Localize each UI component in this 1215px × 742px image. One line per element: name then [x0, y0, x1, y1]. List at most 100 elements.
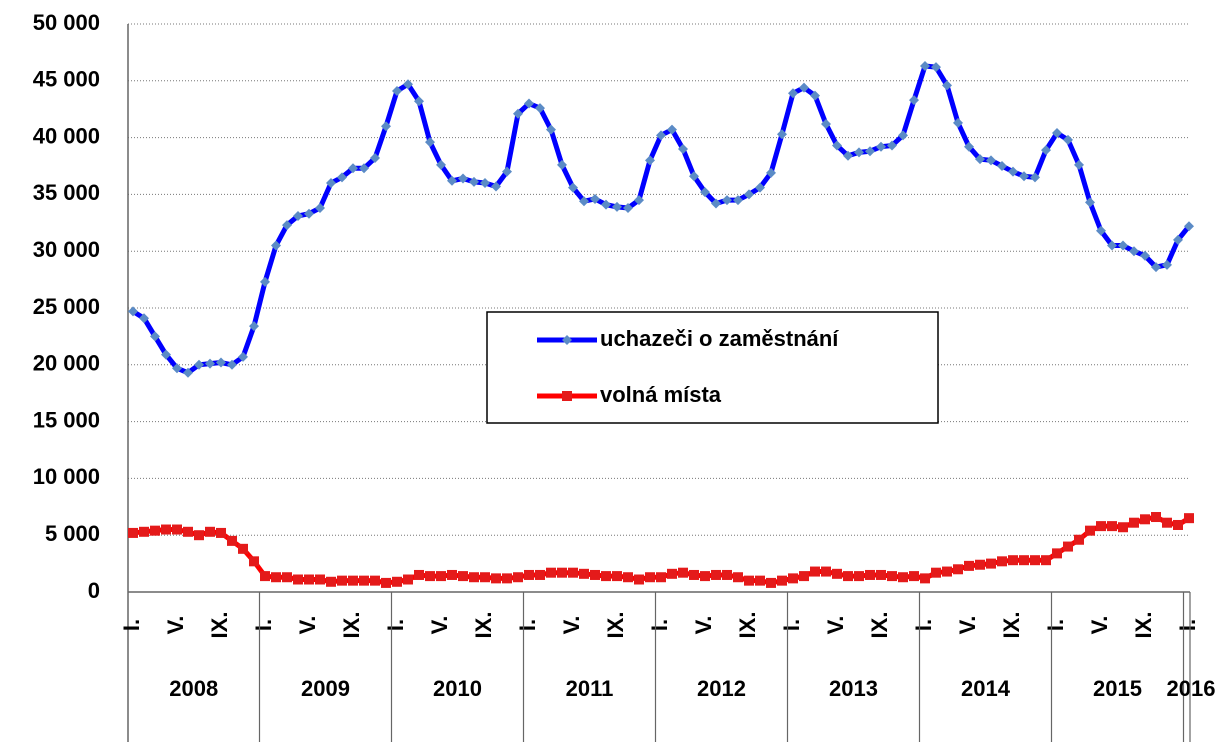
data-point	[557, 567, 567, 578]
data-point	[249, 556, 259, 567]
x-tick-label: IX.	[339, 612, 364, 639]
data-point	[513, 108, 523, 119]
data-point	[403, 79, 413, 90]
data-point	[634, 195, 644, 206]
data-point	[777, 575, 787, 586]
data-point	[139, 526, 149, 537]
data-point	[953, 564, 963, 575]
x-tick-label: V.	[295, 616, 320, 635]
data-point	[161, 349, 171, 360]
data-point	[744, 575, 754, 586]
data-point	[623, 203, 633, 214]
x-tick-label: IX.	[867, 612, 892, 639]
data-point	[678, 567, 688, 578]
data-point	[315, 203, 325, 214]
data-point	[788, 88, 798, 99]
data-point	[326, 576, 336, 587]
data-point	[1118, 522, 1128, 533]
year-label: 2013	[829, 676, 878, 701]
data-point	[689, 569, 699, 580]
data-point	[821, 566, 831, 577]
data-point	[1129, 517, 1139, 528]
data-point	[1008, 555, 1018, 566]
data-point	[898, 572, 908, 583]
data-point	[260, 276, 270, 287]
data-point	[205, 358, 215, 369]
data-point	[513, 572, 523, 583]
x-tick-label: V.	[823, 616, 848, 635]
x-tick-label: IX.	[1131, 612, 1156, 639]
data-point	[997, 161, 1007, 171]
data-point	[964, 141, 974, 152]
data-point	[733, 195, 743, 206]
data-point	[964, 560, 974, 571]
data-point	[502, 166, 512, 177]
data-point	[1096, 225, 1106, 236]
data-point	[546, 567, 556, 578]
data-point	[1063, 134, 1073, 145]
y-tick-label: 40 000	[33, 123, 100, 148]
data-point	[986, 155, 996, 166]
data-point	[1019, 555, 1029, 566]
data-point	[656, 130, 666, 141]
data-point	[975, 559, 985, 570]
data-point	[568, 182, 578, 193]
data-point	[216, 357, 226, 368]
data-point	[700, 571, 710, 582]
data-point	[1030, 555, 1040, 566]
data-point	[1118, 240, 1128, 251]
data-point	[843, 571, 853, 582]
data-point	[425, 571, 435, 582]
data-point	[1173, 519, 1183, 530]
data-point	[150, 525, 160, 536]
data-point	[931, 62, 941, 73]
data-point	[689, 171, 699, 182]
data-point	[436, 571, 446, 582]
data-point	[601, 199, 611, 210]
data-point	[1140, 514, 1150, 525]
data-point	[524, 98, 534, 109]
y-tick-label: 45 000	[33, 67, 100, 92]
data-point	[1085, 525, 1095, 536]
y-tick-label: 10 000	[33, 464, 100, 489]
data-point	[172, 524, 182, 535]
data-point	[139, 313, 149, 324]
x-tick-label: V.	[1087, 616, 1112, 635]
y-tick-label: 25 000	[33, 294, 100, 319]
data-point	[865, 146, 875, 157]
data-point	[1041, 145, 1051, 156]
data-point	[876, 141, 886, 152]
data-point	[909, 95, 919, 106]
year-label: 2011	[566, 676, 614, 701]
data-point	[480, 178, 490, 189]
legend-marker	[562, 391, 572, 401]
data-point	[854, 571, 864, 582]
data-point	[711, 569, 721, 580]
data-point	[172, 363, 182, 374]
data-point	[1052, 548, 1062, 559]
data-point	[348, 163, 358, 174]
data-point	[392, 86, 402, 97]
data-point	[1096, 521, 1106, 532]
data-point	[370, 153, 380, 164]
y-tick-label: 30 000	[33, 237, 100, 262]
y-tick-label: 50 000	[33, 10, 100, 35]
data-point	[997, 556, 1007, 567]
data-point	[579, 568, 589, 579]
data-point	[447, 175, 457, 186]
year-label: 2009	[301, 676, 350, 701]
data-point	[150, 331, 160, 342]
data-point	[777, 129, 787, 140]
data-point	[810, 566, 820, 577]
data-point	[260, 571, 270, 582]
x-tick-label: V.	[559, 616, 584, 635]
data-point	[656, 572, 666, 583]
data-point	[271, 572, 281, 583]
data-point	[128, 306, 138, 317]
x-tick-label: I.	[779, 619, 804, 631]
data-point	[315, 574, 325, 585]
year-label: 2016	[1167, 676, 1215, 701]
data-point	[1074, 534, 1084, 545]
data-point	[425, 137, 435, 148]
data-point	[1074, 159, 1084, 170]
